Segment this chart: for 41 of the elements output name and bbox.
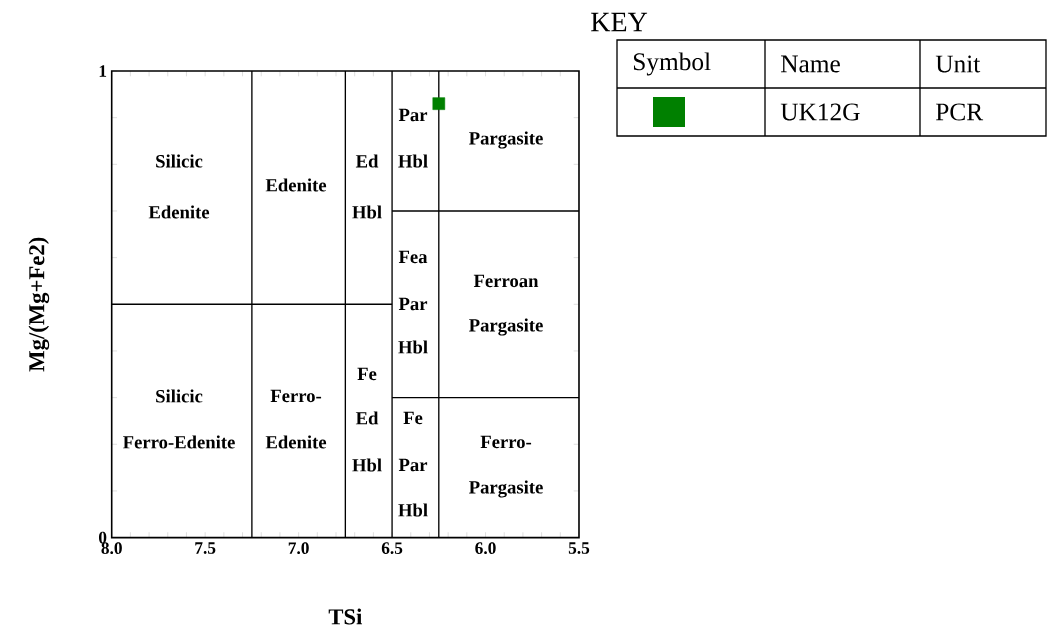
y-tick-label: 1 (99, 65, 107, 77)
annotation: Fe (403, 411, 423, 425)
annotation: Ed (355, 411, 379, 425)
annotation: Hbl (398, 340, 428, 354)
annotation: Par (398, 297, 428, 311)
y-tick-label: 0 (99, 531, 107, 544)
text: UK12G (780, 103, 860, 121)
annotation: Edenite (265, 178, 327, 192)
x-tick-label: 7.5 (195, 542, 216, 554)
annotation: Hbl (352, 458, 382, 472)
annotation: Edenite (265, 435, 327, 449)
annotation: Silicic (156, 389, 203, 403)
annotation: Pargasite (469, 131, 543, 149)
annotation: Hbl (352, 205, 382, 219)
y-axis-title: Mg/(Mg+Fe2) (28, 237, 50, 372)
annotation: Par (398, 458, 428, 472)
text: PCR (936, 103, 984, 121)
x-tick-label: 5.5 (568, 542, 590, 554)
x-tick-label: 6.0 (475, 542, 496, 555)
x-tick-label: 8.0 (101, 542, 122, 555)
legend-title: KEY (591, 12, 648, 32)
annotation: Silicic (156, 154, 203, 168)
annotation: Pargasite (469, 318, 543, 336)
annotation: Ferro- (270, 389, 322, 403)
x-tick-label: 7.0 (288, 542, 309, 555)
x-axis-title: TSi (328, 608, 363, 625)
annotation: Pargasite (469, 480, 543, 498)
annotation: Fe (357, 367, 377, 381)
annotation: Ferro- (480, 435, 532, 449)
annotation: Par (398, 108, 428, 122)
annotation: Edenite (148, 205, 210, 219)
text: Unit (935, 55, 981, 73)
annotation: Ed (355, 154, 379, 168)
annotation: Hbl (398, 503, 428, 517)
annotation: Hbl (398, 154, 428, 168)
text: Symbol (633, 52, 711, 76)
x-tick-label: 6.5 (381, 542, 403, 555)
annotation: Ferroan (473, 274, 539, 288)
text: Name (781, 55, 840, 73)
annotation: Fea (398, 250, 428, 264)
annotation: Ferro-Edenite (122, 435, 235, 449)
